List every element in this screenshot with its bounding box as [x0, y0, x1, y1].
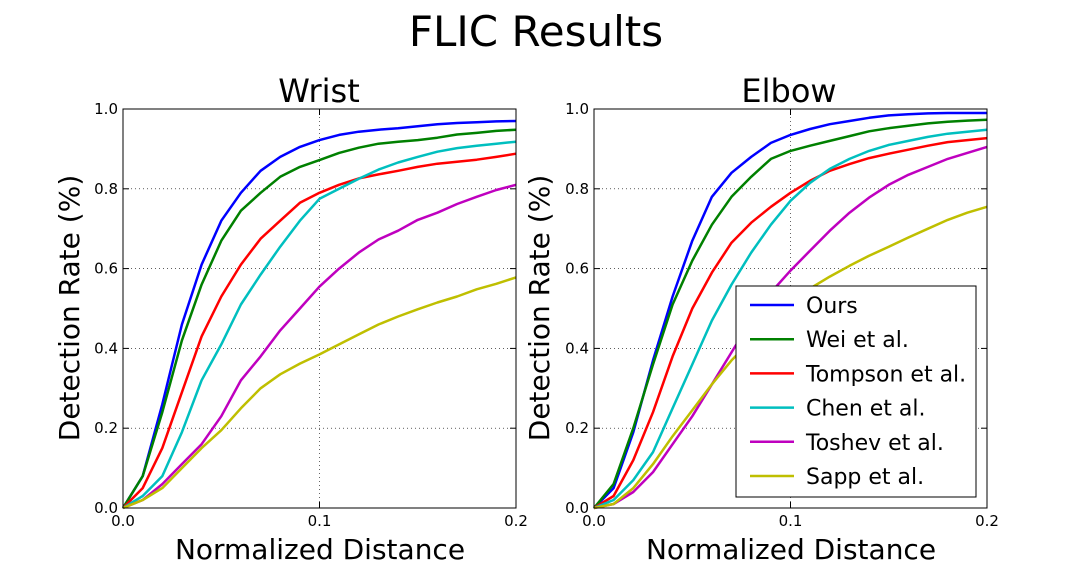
legend-label-chen-et-al: Chen et al.	[806, 397, 926, 422]
y-tick-label: 0.6	[565, 260, 589, 278]
y-tick-label: 0.0	[94, 499, 118, 517]
y-tick-label: 0.0	[565, 499, 589, 517]
series-line-ours	[593, 111, 987, 509]
x-axis-label: Normalized Distance	[646, 533, 936, 566]
tick-labels: 0.0 0.1 0.2 0.0 0.2 0.4 0.6 0.8 1.0	[565, 100, 999, 530]
series-line-chen-et-al	[122, 140, 517, 510]
series-line-wei-et-al	[121, 128, 517, 509]
y-tick-label: 0.6	[94, 260, 118, 278]
plot-frame	[122, 108, 517, 509]
chart-title: Elbow	[741, 72, 836, 110]
x-tick-label: 0.2	[975, 512, 999, 530]
y-tick-label: 0.2	[94, 419, 118, 437]
series-lines	[121, 119, 517, 510]
series-line-sapp-et-al	[122, 276, 517, 510]
y-tick-label: 0.4	[94, 339, 118, 357]
legend: Ours Wei et al. Tompson et al. Chen et al. T…	[735, 285, 977, 498]
legend-box	[735, 285, 977, 498]
legend-label-tompson-et-al: Tompson et al.	[805, 362, 966, 387]
x-tick-label: 0.0	[111, 512, 135, 530]
legend-label-wei-et-al: Wei et al.	[806, 328, 909, 353]
series-line-tompson-et-al	[122, 152, 517, 509]
chart-panel-wrist: Wrist 0.0 0.1 0.2 0.0 0.2 0.4 0.6 0.8 1.0 Normal…	[53, 72, 528, 566]
series-line-toshev-et-al	[593, 145, 988, 510]
x-tick-label: 0.2	[504, 512, 528, 530]
series-line-chen-et-al	[593, 128, 988, 510]
y-tick-label: 0.2	[565, 419, 589, 437]
x-axis-label: Normalized Distance	[175, 533, 465, 566]
x-tick-label: 0.1	[779, 512, 803, 530]
tick-labels: 0.0 0.1 0.2 0.0 0.2 0.4 0.6 0.8 1.0	[94, 100, 528, 530]
y-axis-label: Detection Rate (%)	[523, 175, 556, 441]
tick-marks	[122, 108, 517, 509]
series-line-tompson-et-al	[593, 136, 988, 510]
grid-lines	[122, 108, 517, 509]
plot-frame	[593, 108, 988, 509]
chart-panel-elbow: Elbow 0.0 0.1 0.2 0.0 0.2 0.4 0.6 0.8 1.0 Normal…	[523, 72, 999, 566]
chart-title: Wrist	[278, 72, 359, 110]
y-axis-label: Detection Rate (%)	[53, 175, 86, 441]
series-line-toshev-et-al	[122, 183, 517, 510]
legend-label-toshev-et-al: Toshev et al.	[805, 431, 944, 456]
series-line-wei-et-al	[593, 118, 988, 509]
series-line-ours	[121, 119, 517, 509]
legend-label-sapp-et-al: Sapp et al.	[806, 465, 924, 490]
x-tick-label: 0.1	[308, 512, 332, 530]
y-tick-label: 0.8	[565, 180, 589, 198]
y-tick-label: 0.4	[565, 339, 589, 357]
legend-label-ours: Ours	[806, 294, 858, 319]
y-tick-label: 0.8	[94, 180, 118, 198]
y-tick-label: 1.0	[94, 100, 118, 118]
y-tick-label: 1.0	[565, 100, 589, 118]
figure-title: FLIC Results	[409, 7, 663, 56]
x-tick-label: 0.0	[582, 512, 606, 530]
